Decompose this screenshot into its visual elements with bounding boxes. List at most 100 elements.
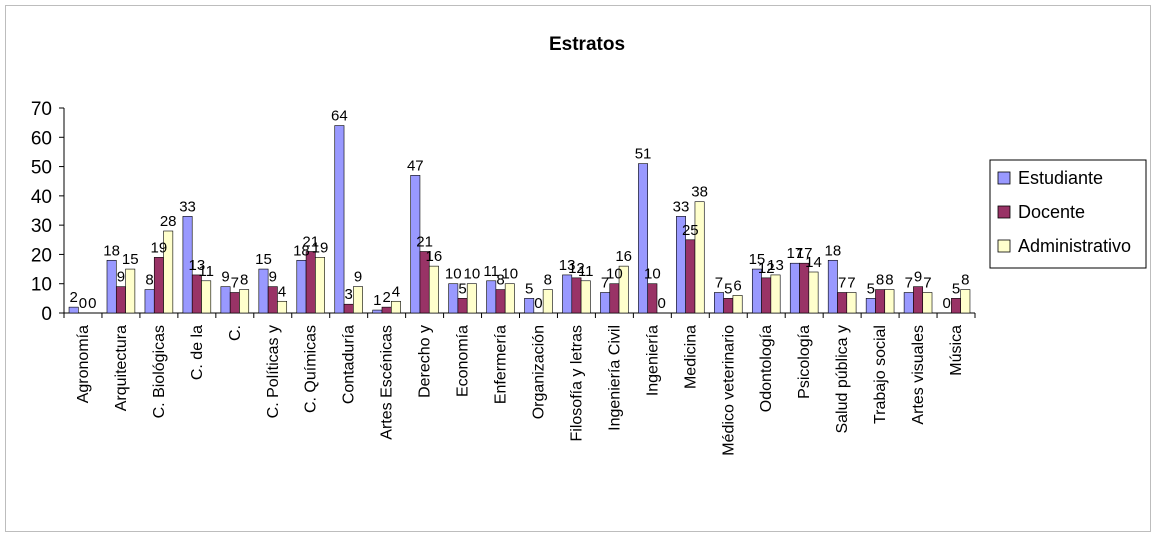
data-label: 13 (767, 257, 784, 274)
bar (106, 259, 117, 314)
data-label: 15 (255, 251, 272, 268)
bar (334, 125, 345, 314)
bar (618, 265, 629, 314)
data-label: 11 (483, 263, 499, 280)
data-label: 1 (373, 292, 381, 309)
data-label: 7 (838, 275, 846, 292)
bar (372, 309, 383, 314)
legend-swatch (997, 239, 1011, 253)
bar (638, 163, 649, 314)
data-label: 8 (544, 272, 552, 289)
data-label: 7 (231, 275, 239, 292)
bar (903, 292, 914, 314)
y-tick-label: 20 (31, 245, 52, 266)
data-label: 18 (103, 242, 120, 259)
legend-swatch (997, 171, 1011, 185)
bar (609, 283, 620, 314)
bar (580, 280, 591, 314)
data-label: 28 (160, 213, 177, 230)
category-label: Arquitectura (113, 325, 130, 411)
category-label: Artes visuales (910, 325, 927, 425)
data-label: 7 (601, 275, 609, 292)
data-label: 8 (876, 272, 884, 289)
data-label: 7 (715, 275, 723, 292)
data-label: 8 (145, 272, 153, 289)
bar (115, 286, 126, 314)
y-tick-label: 0 (41, 304, 52, 325)
category-label: C. (227, 325, 244, 341)
bar (486, 280, 497, 314)
legend-swatch (997, 205, 1011, 219)
bar (732, 295, 743, 314)
bar (562, 274, 573, 314)
data-label: 16 (615, 248, 632, 265)
data-label: 12 (568, 260, 585, 277)
category-label: Música (948, 325, 965, 376)
data-label: 8 (240, 272, 248, 289)
bar (524, 298, 535, 314)
data-label: 11 (578, 263, 594, 280)
data-label: 10 (606, 266, 623, 283)
bar (277, 300, 288, 314)
data-label: 47 (407, 157, 424, 174)
data-label: 13 (559, 257, 576, 274)
legend-label: Docente (1018, 202, 1085, 222)
bar (960, 289, 971, 314)
data-label: 15 (122, 251, 139, 268)
data-label: 19 (151, 239, 168, 256)
category-label: Organización (530, 325, 547, 419)
bar (153, 257, 164, 314)
category-label: Filosofía y letras (568, 325, 585, 441)
data-label: 21 (302, 234, 319, 251)
bar (315, 257, 325, 314)
bar (495, 289, 506, 314)
bar (381, 306, 392, 314)
data-label: 2 (382, 289, 390, 306)
bar (296, 259, 307, 314)
bar (239, 289, 250, 314)
data-label: 7 (847, 275, 855, 292)
bar (600, 292, 611, 314)
category-label: Agronomía (75, 325, 92, 403)
bar (144, 289, 155, 314)
y-tick-label: 50 (31, 158, 52, 179)
bar (457, 298, 468, 314)
data-label: 5 (525, 280, 533, 297)
legend-box (989, 159, 1147, 269)
category-label: Trabajo social (872, 325, 889, 424)
bar (68, 306, 79, 314)
data-label: 14 (805, 254, 822, 271)
data-label: 17 (787, 245, 804, 262)
bar (428, 265, 439, 314)
bar (694, 201, 705, 314)
data-label: 6 (733, 277, 741, 294)
category-label: Médico veterinario (720, 325, 737, 456)
data-label: 10 (464, 266, 481, 283)
legend-label: Administrativo (1018, 236, 1131, 256)
data-label: 9 (117, 269, 125, 286)
legend: Estudiante Docente Administrativo (989, 159, 1147, 269)
bar (220, 286, 231, 314)
data-label: 5 (724, 280, 732, 297)
bar (761, 277, 772, 314)
category-label: Ingeniería Civil (606, 325, 623, 431)
data-label: 16 (426, 248, 443, 265)
bar (258, 268, 269, 314)
bar (789, 262, 800, 314)
data-label: 2 (70, 289, 78, 306)
category-label: C. Biológicas (151, 325, 168, 418)
bar (542, 289, 553, 314)
bar (466, 283, 477, 314)
bar (163, 230, 174, 314)
bar (647, 283, 658, 314)
category-label: C. Químicas (303, 325, 320, 413)
data-label: 17 (796, 245, 813, 262)
data-label: 0 (534, 295, 542, 312)
data-label: 5 (458, 280, 466, 297)
data-label: 0 (943, 295, 951, 312)
data-label: 0 (657, 295, 665, 312)
bar (305, 251, 316, 314)
data-label: 18 (825, 242, 842, 259)
